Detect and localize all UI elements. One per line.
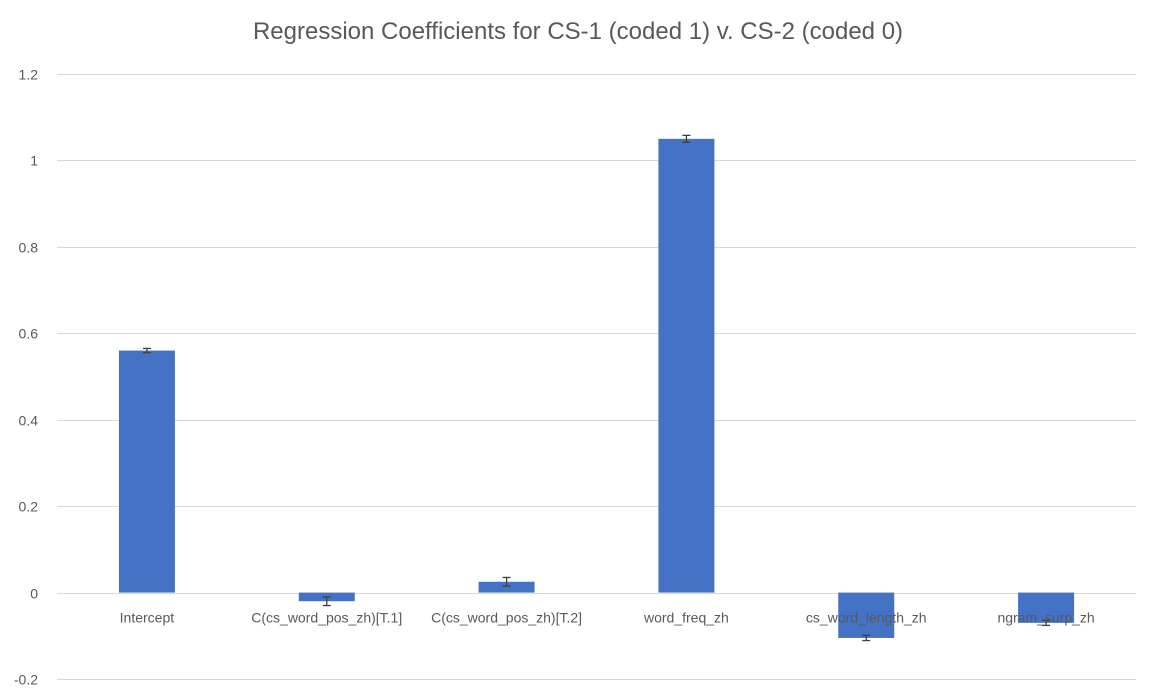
x-category-label: C(cs_word_pos_zh)[T.1]: [251, 610, 402, 626]
x-category-label: word_freq_zh: [643, 610, 729, 626]
bar-cs-word-length-zh: [838, 592, 895, 638]
chart-title: Regression Coefficients for CS-1 (coded …: [252, 18, 904, 45]
bar-word-freq-zh: [658, 138, 715, 593]
bar-ngram-surp-zh: [1018, 592, 1075, 623]
error-bar: [1042, 619, 1051, 627]
y-tick-label: 1.2: [19, 67, 39, 83]
error-bar: [682, 134, 691, 143]
y-tick-label: 0: [30, 586, 38, 602]
y-tick-label: -0.2: [14, 672, 38, 688]
error-bar: [502, 576, 511, 587]
bar-c-cs-word-pos-zh-t-2: [478, 581, 535, 593]
x-category-label: Intercept: [120, 610, 175, 626]
error-bar: [142, 347, 151, 354]
error-bar: [862, 634, 871, 642]
x-category-label: cs_word_length_zh: [806, 610, 927, 626]
bar-intercept: [118, 350, 175, 593]
y-tick-label: 0.8: [19, 240, 39, 256]
y-tick-label: 0.4: [19, 413, 39, 429]
x-category-label: ngram_surp_zh: [997, 610, 1094, 626]
y-tick-label: 0.2: [19, 499, 39, 515]
error-bar: [322, 596, 331, 607]
x-category-label: C(cs_word_pos_zh)[T.2]: [431, 610, 582, 626]
y-tick-label: 0.6: [19, 326, 39, 342]
y-tick-label: 1: [30, 153, 38, 169]
